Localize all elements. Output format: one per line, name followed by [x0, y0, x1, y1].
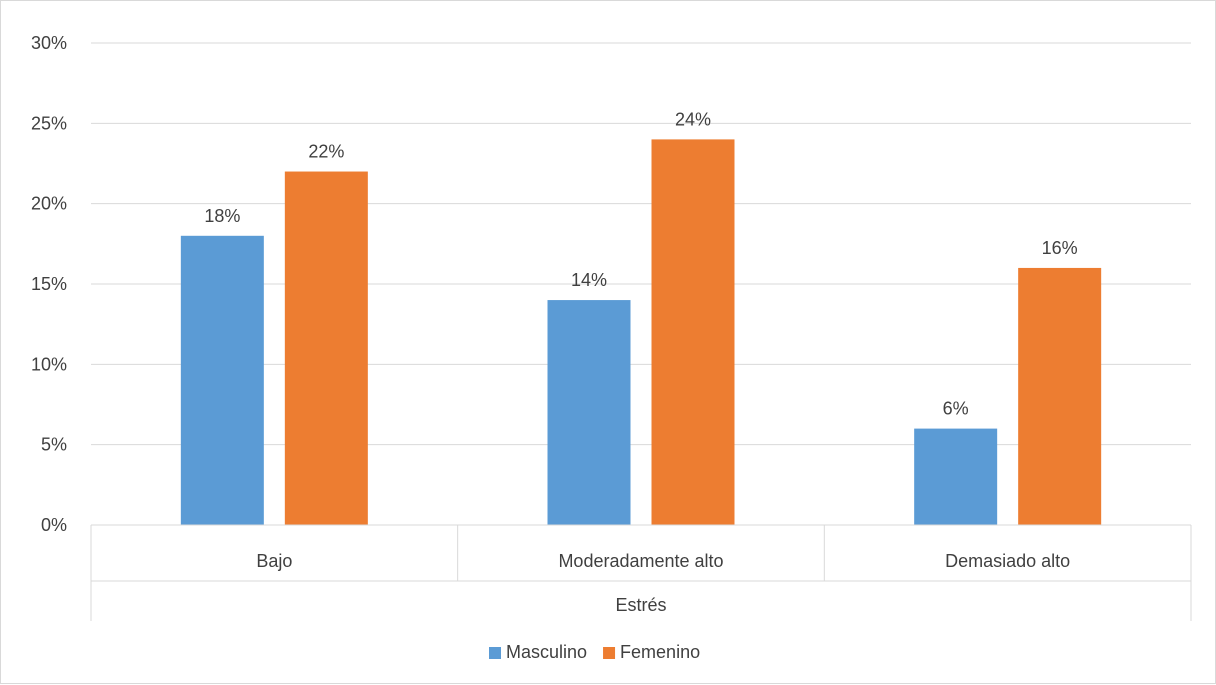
y-tick-label: 20%: [31, 194, 67, 214]
y-tick-label: 0%: [41, 515, 67, 535]
legend-label-femenino: Femenino: [620, 642, 700, 662]
bar-masculino: [180, 235, 264, 526]
data-label: 6%: [943, 399, 969, 419]
data-label: 18%: [204, 206, 240, 226]
bar-masculino: [547, 300, 631, 525]
data-label: 24%: [675, 109, 711, 129]
x-axis-title: Estrés: [615, 595, 666, 615]
legend-label-masculino: Masculino: [506, 642, 587, 662]
bar-femenino: [651, 139, 735, 525]
legend: Masculino Femenino: [489, 642, 700, 662]
gridlines: [91, 42, 1191, 526]
x-category-label: Demasiado alto: [945, 551, 1070, 571]
bar-femenino: [1018, 267, 1102, 525]
x-category-label: Bajo: [256, 551, 292, 571]
legend-swatch-masculino: [489, 647, 501, 659]
data-label: 14%: [571, 270, 607, 290]
bar-masculino: [914, 428, 998, 525]
y-tick-label: 10%: [31, 354, 67, 374]
y-tick-label: 5%: [41, 435, 67, 455]
data-labels: 18% 22% 14% 24% 6% 16%: [204, 109, 1077, 418]
bars: [180, 139, 1102, 526]
y-axis-ticks: 0% 5% 10% 15% 20% 25% 30%: [31, 33, 67, 535]
legend-swatch-femenino: [603, 647, 616, 659]
y-tick-label: 25%: [31, 113, 67, 133]
x-axis: Bajo Moderadamente alto Demasiado alto: [90, 524, 1192, 621]
y-tick-label: 30%: [31, 33, 67, 53]
y-tick-label: 15%: [31, 274, 67, 294]
data-label: 16%: [1042, 238, 1078, 258]
x-category-label: Moderadamente alto: [558, 551, 723, 571]
bar-femenino: [284, 171, 368, 526]
data-label: 22%: [308, 142, 344, 162]
